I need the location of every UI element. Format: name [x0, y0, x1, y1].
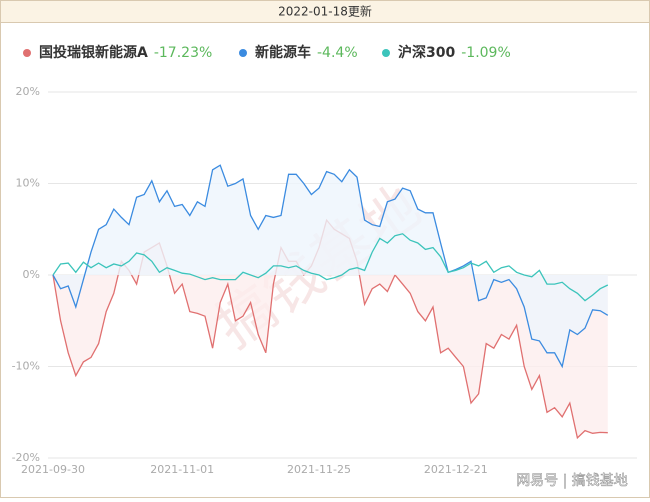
x-tick-label: 2021-11-01 [150, 463, 214, 476]
legend-name: 沪深300 [398, 44, 455, 61]
x-tick-label: 2021-09-30 [21, 463, 85, 476]
area [53, 165, 608, 367]
line [52, 164, 609, 369]
line [52, 233, 609, 302]
y-tick-label: 10% [16, 177, 40, 190]
x-tick-label: 2021-12-21 [424, 463, 488, 476]
legend-dot [239, 49, 247, 57]
source: 网易号 | 搞钱基地 [516, 472, 628, 489]
y-tick-label: -20% [12, 451, 40, 464]
x-tick-label: 2021-11-25 [287, 463, 351, 476]
header: 2022-01-18更新 [278, 4, 372, 19]
legend-change: -1.09% [461, 45, 511, 61]
legend-dot [382, 49, 390, 57]
legend-dot [23, 49, 31, 57]
area [53, 220, 608, 438]
legend-change: -4.4% [317, 45, 358, 61]
legend-name: 新能源车 [255, 44, 311, 61]
y-tick-label: -10% [12, 360, 40, 373]
y-tick-label: 0% [23, 268, 40, 281]
legend-name: 国投瑞银新能源A [39, 44, 148, 61]
y-tick-label: 20% [16, 85, 40, 98]
legend-change: -17.23% [154, 45, 212, 61]
